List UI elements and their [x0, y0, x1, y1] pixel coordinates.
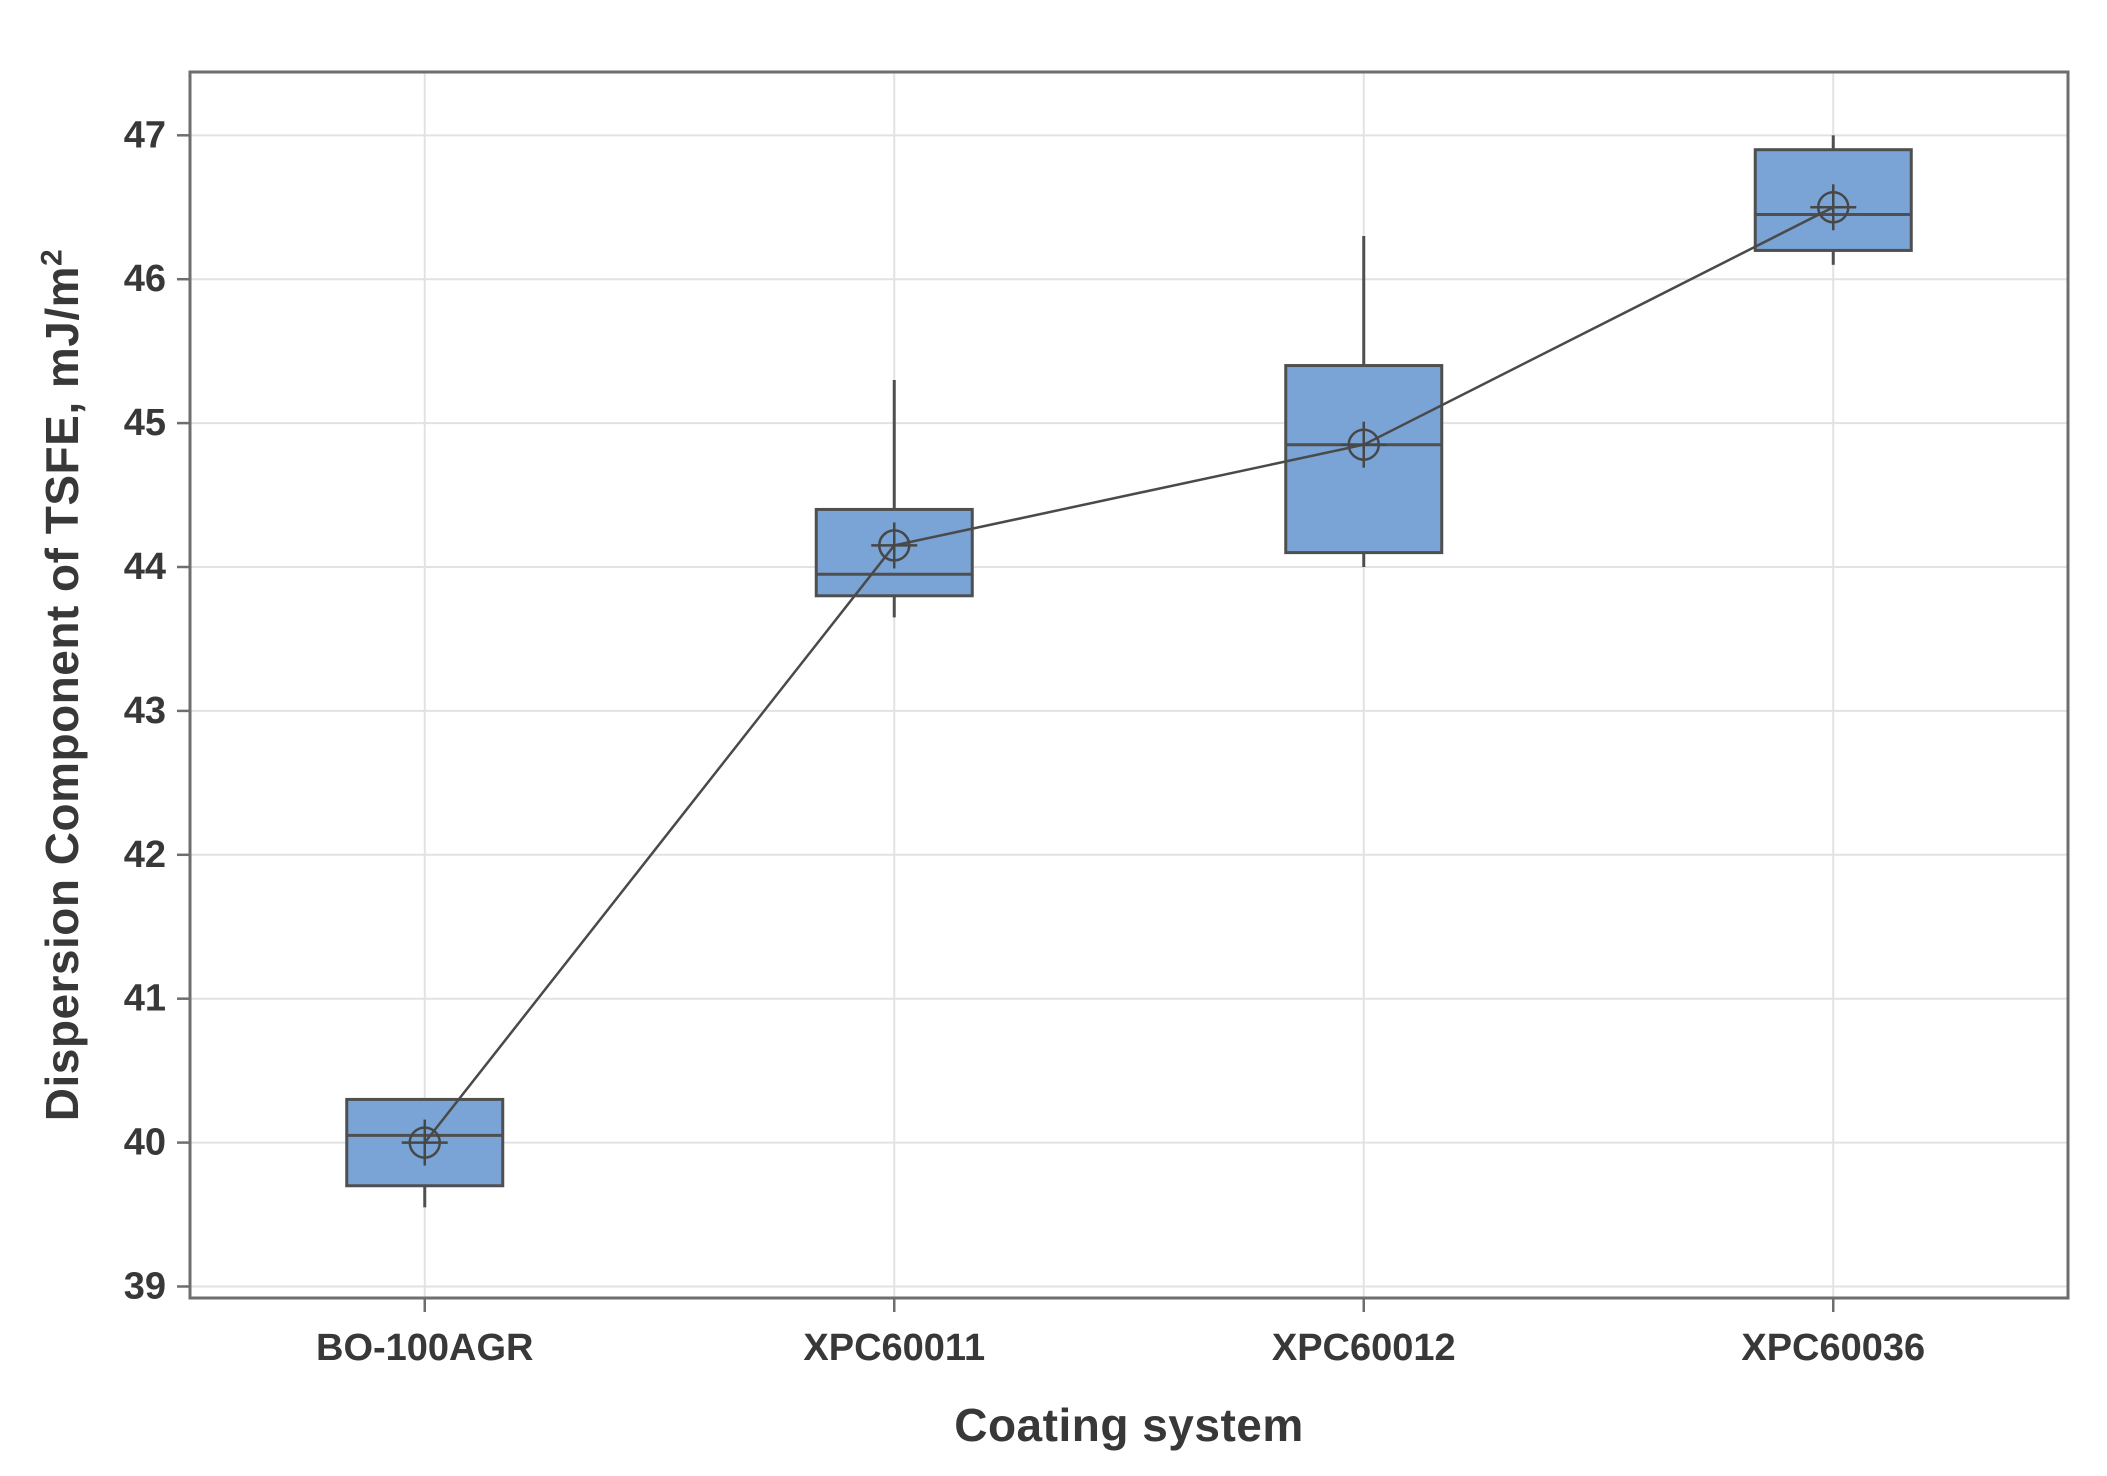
y-tick-label: 47 [124, 114, 166, 156]
x-axis-title: Coating system [954, 1399, 1304, 1451]
y-axis-title-superscript: 2 [35, 248, 69, 266]
x-tick-label: XPC60036 [1741, 1327, 1925, 1369]
y-tick-label: 41 [124, 978, 166, 1020]
mean-connect-line [423, 206, 1834, 1144]
x-tick-label: BO-100AGR [316, 1327, 534, 1369]
y-axis-title-text: Dispersion Component of TSFE, mJ/m [36, 265, 88, 1122]
y-axis-title: Dispersion Component of TSFE, mJ/m2 [35, 249, 89, 1121]
y-tick-label: 39 [124, 1265, 166, 1307]
y-tick-label: 45 [124, 402, 166, 444]
x-tick-label: XPC60012 [1272, 1327, 1456, 1369]
y-tick-label: 46 [124, 258, 166, 300]
y-tick-label: 42 [124, 834, 166, 876]
y-tick-label: 44 [124, 546, 166, 588]
plot-frame [188, 70, 2070, 1300]
y-tick-label: 40 [124, 1122, 166, 1164]
x-tick-label: XPC60011 [803, 1327, 985, 1369]
y-tick-label: 43 [124, 690, 166, 732]
